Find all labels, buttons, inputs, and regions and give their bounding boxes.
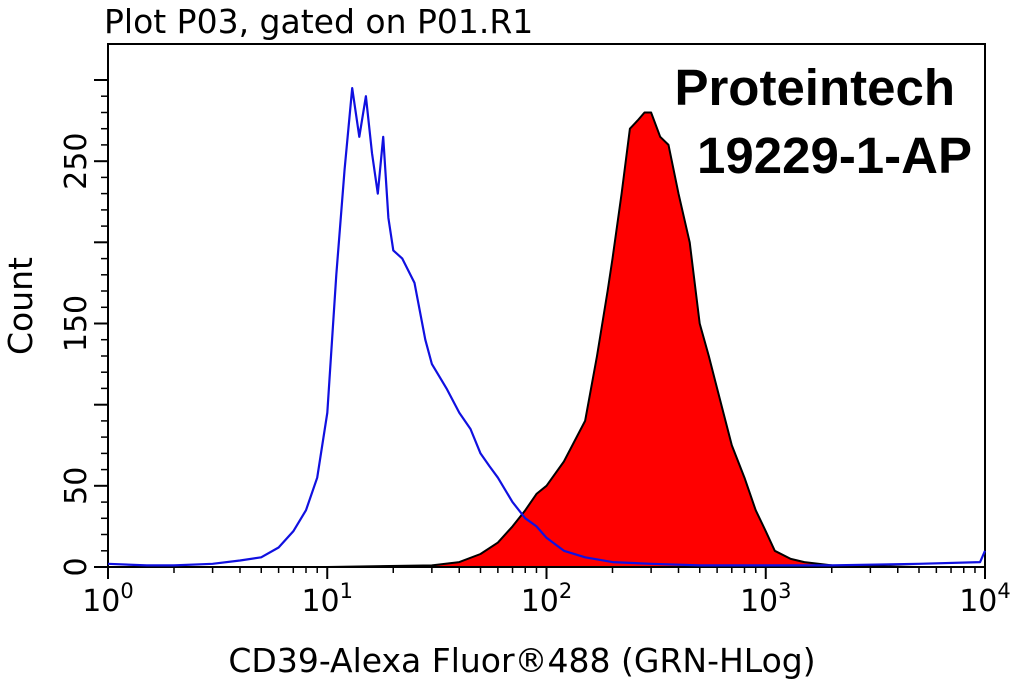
x-tick-label: 104 (959, 579, 1011, 619)
x-tick-label: 100 (82, 579, 134, 619)
y-tick-label: 50 (59, 467, 94, 505)
y-tick-label: 0 (59, 557, 94, 576)
y-tick-label: 250 (59, 133, 94, 190)
x-tick-label: 102 (521, 579, 573, 619)
brand-annotation: Proteintech (674, 59, 955, 116)
y-axis-label: Count (1, 257, 40, 355)
plot-area: 100 101 102 103 104 0 50 150 250 (59, 43, 1011, 619)
sample-histogram-area (107, 111, 986, 568)
catalog-annotation: 19229-1-AP (697, 127, 972, 184)
y-tick-label: 150 (59, 295, 94, 352)
chart-title: Plot P03, gated on P01.R1 (104, 2, 533, 41)
x-axis-label: CD39-Alexa Fluor®488 (GRN-HLog) (228, 641, 815, 680)
x-tick-label: 101 (301, 579, 353, 619)
control-histogram-line (107, 86, 987, 567)
x-tick-label: 103 (740, 579, 792, 619)
